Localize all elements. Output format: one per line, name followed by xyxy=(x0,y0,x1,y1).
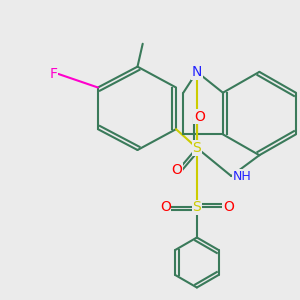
Text: S: S xyxy=(193,141,201,155)
Text: NH: NH xyxy=(233,169,252,182)
Text: N: N xyxy=(192,65,202,79)
Text: O: O xyxy=(223,200,234,214)
Text: O: O xyxy=(194,110,205,124)
Text: O: O xyxy=(171,163,182,177)
Text: F: F xyxy=(50,67,58,81)
Text: O: O xyxy=(160,200,171,214)
Text: S: S xyxy=(193,200,201,214)
